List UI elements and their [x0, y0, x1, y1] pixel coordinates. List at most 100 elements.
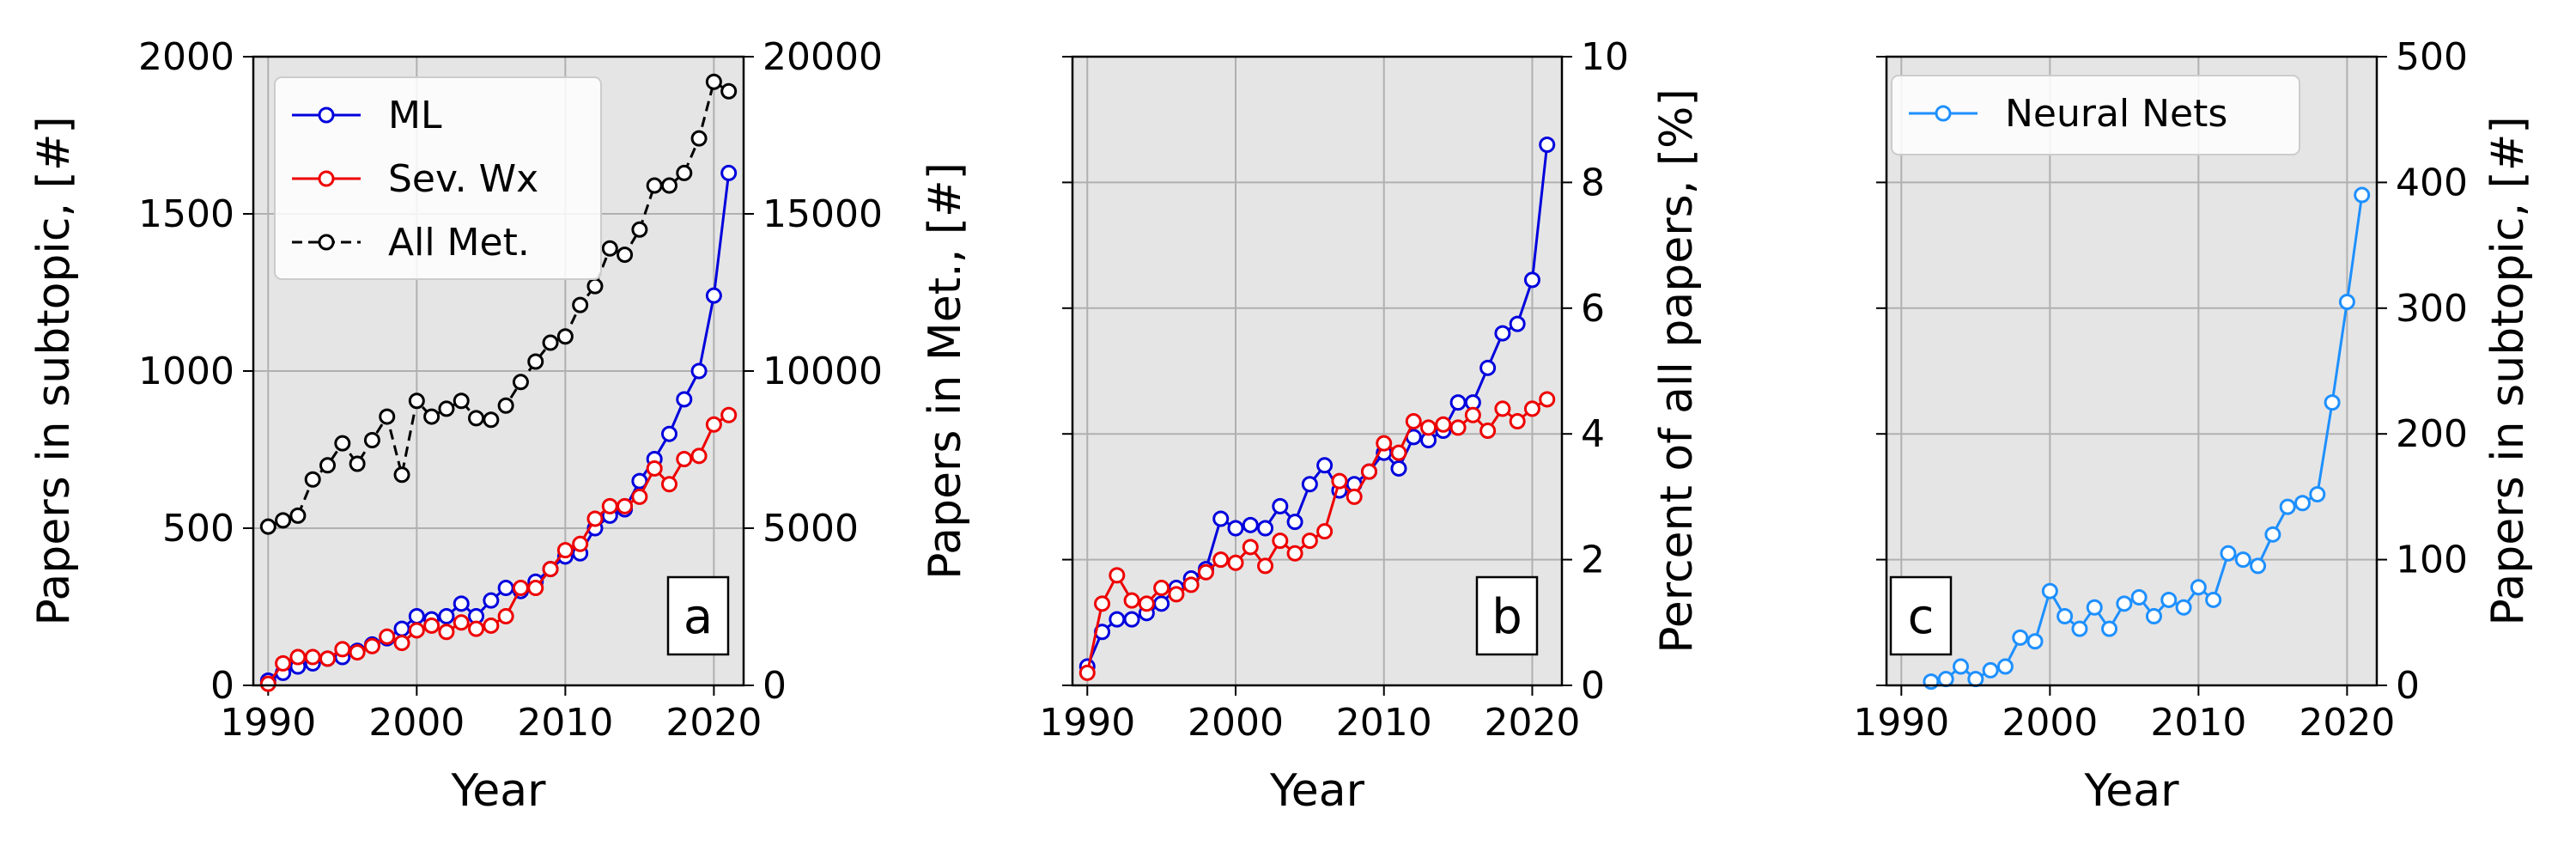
x-axis-label: Year: [450, 765, 546, 817]
x-tick-label: 2000: [1188, 701, 1284, 745]
legend-box: [1891, 75, 2300, 155]
data-point: [1094, 595, 1111, 612]
data-point: [1316, 457, 1334, 474]
x-tick-label: 2010: [2150, 701, 2246, 745]
y-right-tick-label: 200: [2396, 412, 2468, 456]
data-point: [2264, 526, 2281, 543]
data-point: [676, 450, 693, 467]
data-point: [2234, 551, 2251, 569]
data-point: [2205, 591, 2222, 608]
x-tick-label: 1990: [1039, 701, 1135, 745]
data-point: [1996, 658, 2014, 675]
data-point: [617, 497, 634, 514]
x-tick-label: 2010: [517, 701, 613, 745]
x-tick-label: 2020: [2299, 701, 2395, 745]
panel-letter: a: [683, 589, 713, 645]
y-right-axis-label: Papers in Met., [#]: [920, 162, 971, 580]
data-point: [1494, 400, 1511, 417]
data-point: [1153, 595, 1170, 612]
data-point: [1316, 523, 1334, 540]
data-point: [556, 328, 574, 345]
data-point: [1272, 497, 1289, 514]
data-point: [483, 617, 500, 634]
legend-swatch-marker: [318, 234, 335, 251]
data-point: [631, 488, 648, 505]
data-point: [1078, 664, 1096, 681]
data-point: [2041, 582, 2058, 599]
data-point: [304, 471, 321, 488]
data-point: [660, 425, 677, 442]
y-right-tick-label: 15000: [762, 192, 883, 236]
data-point: [527, 580, 544, 597]
y-left-tick-label: 2000: [138, 35, 234, 79]
data-point: [1197, 563, 1214, 581]
legend-label: Neural Nets: [2005, 92, 2227, 136]
data-point: [1539, 391, 1556, 408]
data-point: [1523, 400, 1540, 417]
panel-a: 1990 2000 2010 2020050001000015000200000500…: [28, 35, 971, 817]
y-left-tick-label: 500: [162, 507, 234, 551]
data-point: [690, 447, 708, 465]
data-point: [259, 518, 276, 535]
data-point: [1376, 435, 1393, 452]
data-point: [408, 622, 425, 639]
data-point: [1182, 576, 1200, 593]
y-right-tick-label: 0: [762, 664, 787, 708]
x-axis-label: Year: [2083, 765, 2179, 817]
data-point: [586, 510, 604, 527]
data-point: [1539, 136, 1556, 153]
data-point: [705, 287, 722, 304]
data-point: [2160, 591, 2178, 608]
data-point: [1242, 516, 1259, 533]
data-point: [393, 620, 410, 637]
data-point: [1331, 472, 1348, 490]
legend-label: Sev. Wx: [388, 157, 538, 201]
data-point: [349, 455, 366, 472]
data-point: [1123, 611, 1140, 628]
data-point: [453, 595, 470, 612]
data-point: [334, 641, 351, 658]
y-right-tick-label: 20000: [762, 35, 883, 79]
data-point: [1286, 545, 1303, 562]
legend-label: ML: [388, 94, 442, 137]
data-point: [1242, 539, 1259, 556]
data-point: [349, 644, 366, 661]
data-point: [275, 512, 292, 529]
data-point: [1953, 658, 1970, 675]
data-point: [1138, 595, 1155, 612]
data-point: [1449, 394, 1467, 411]
data-point: [1123, 592, 1140, 609]
data-point: [720, 406, 738, 423]
data-point: [601, 240, 618, 257]
data-point: [572, 296, 589, 313]
y-left-tick-label: 1500: [138, 192, 234, 236]
data-point: [1420, 419, 1437, 436]
data-point: [2012, 629, 2029, 646]
data-point: [2057, 607, 2074, 624]
data-point: [453, 392, 470, 410]
data-point: [690, 130, 708, 147]
data-point: [393, 635, 410, 652]
data-point: [720, 82, 738, 100]
data-point: [319, 650, 337, 667]
data-point: [304, 648, 321, 666]
y-right-tick-label: 500: [2396, 35, 2468, 79]
data-point: [705, 73, 722, 90]
data-point: [2145, 607, 2162, 624]
panel-letter-box: [1889, 575, 1953, 656]
data-point: [2354, 186, 2371, 204]
legend-swatch-marker: [318, 106, 335, 124]
legend-box: [274, 76, 602, 280]
data-point: [1494, 325, 1511, 342]
data-point: [1109, 611, 1126, 628]
data-point: [2338, 293, 2355, 310]
data-point: [1301, 532, 1318, 550]
data-point: [1509, 315, 1526, 332]
y-right-tick-label: 8: [1581, 161, 1605, 204]
data-point: [438, 624, 455, 641]
data-point: [453, 614, 470, 631]
data-point: [1286, 514, 1303, 531]
y-right-tick-label: 10: [1581, 35, 1629, 79]
